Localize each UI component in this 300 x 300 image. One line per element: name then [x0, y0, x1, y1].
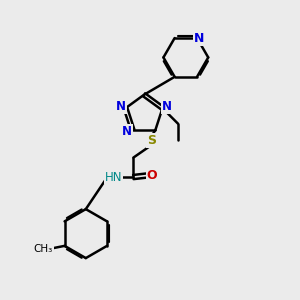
Text: N: N [116, 100, 126, 113]
Text: N: N [122, 125, 132, 138]
Text: N: N [162, 100, 172, 113]
Text: N: N [194, 32, 205, 44]
Text: S: S [147, 134, 156, 147]
Text: O: O [146, 169, 157, 182]
Text: HN: HN [105, 171, 122, 184]
Text: CH₃: CH₃ [34, 244, 53, 254]
